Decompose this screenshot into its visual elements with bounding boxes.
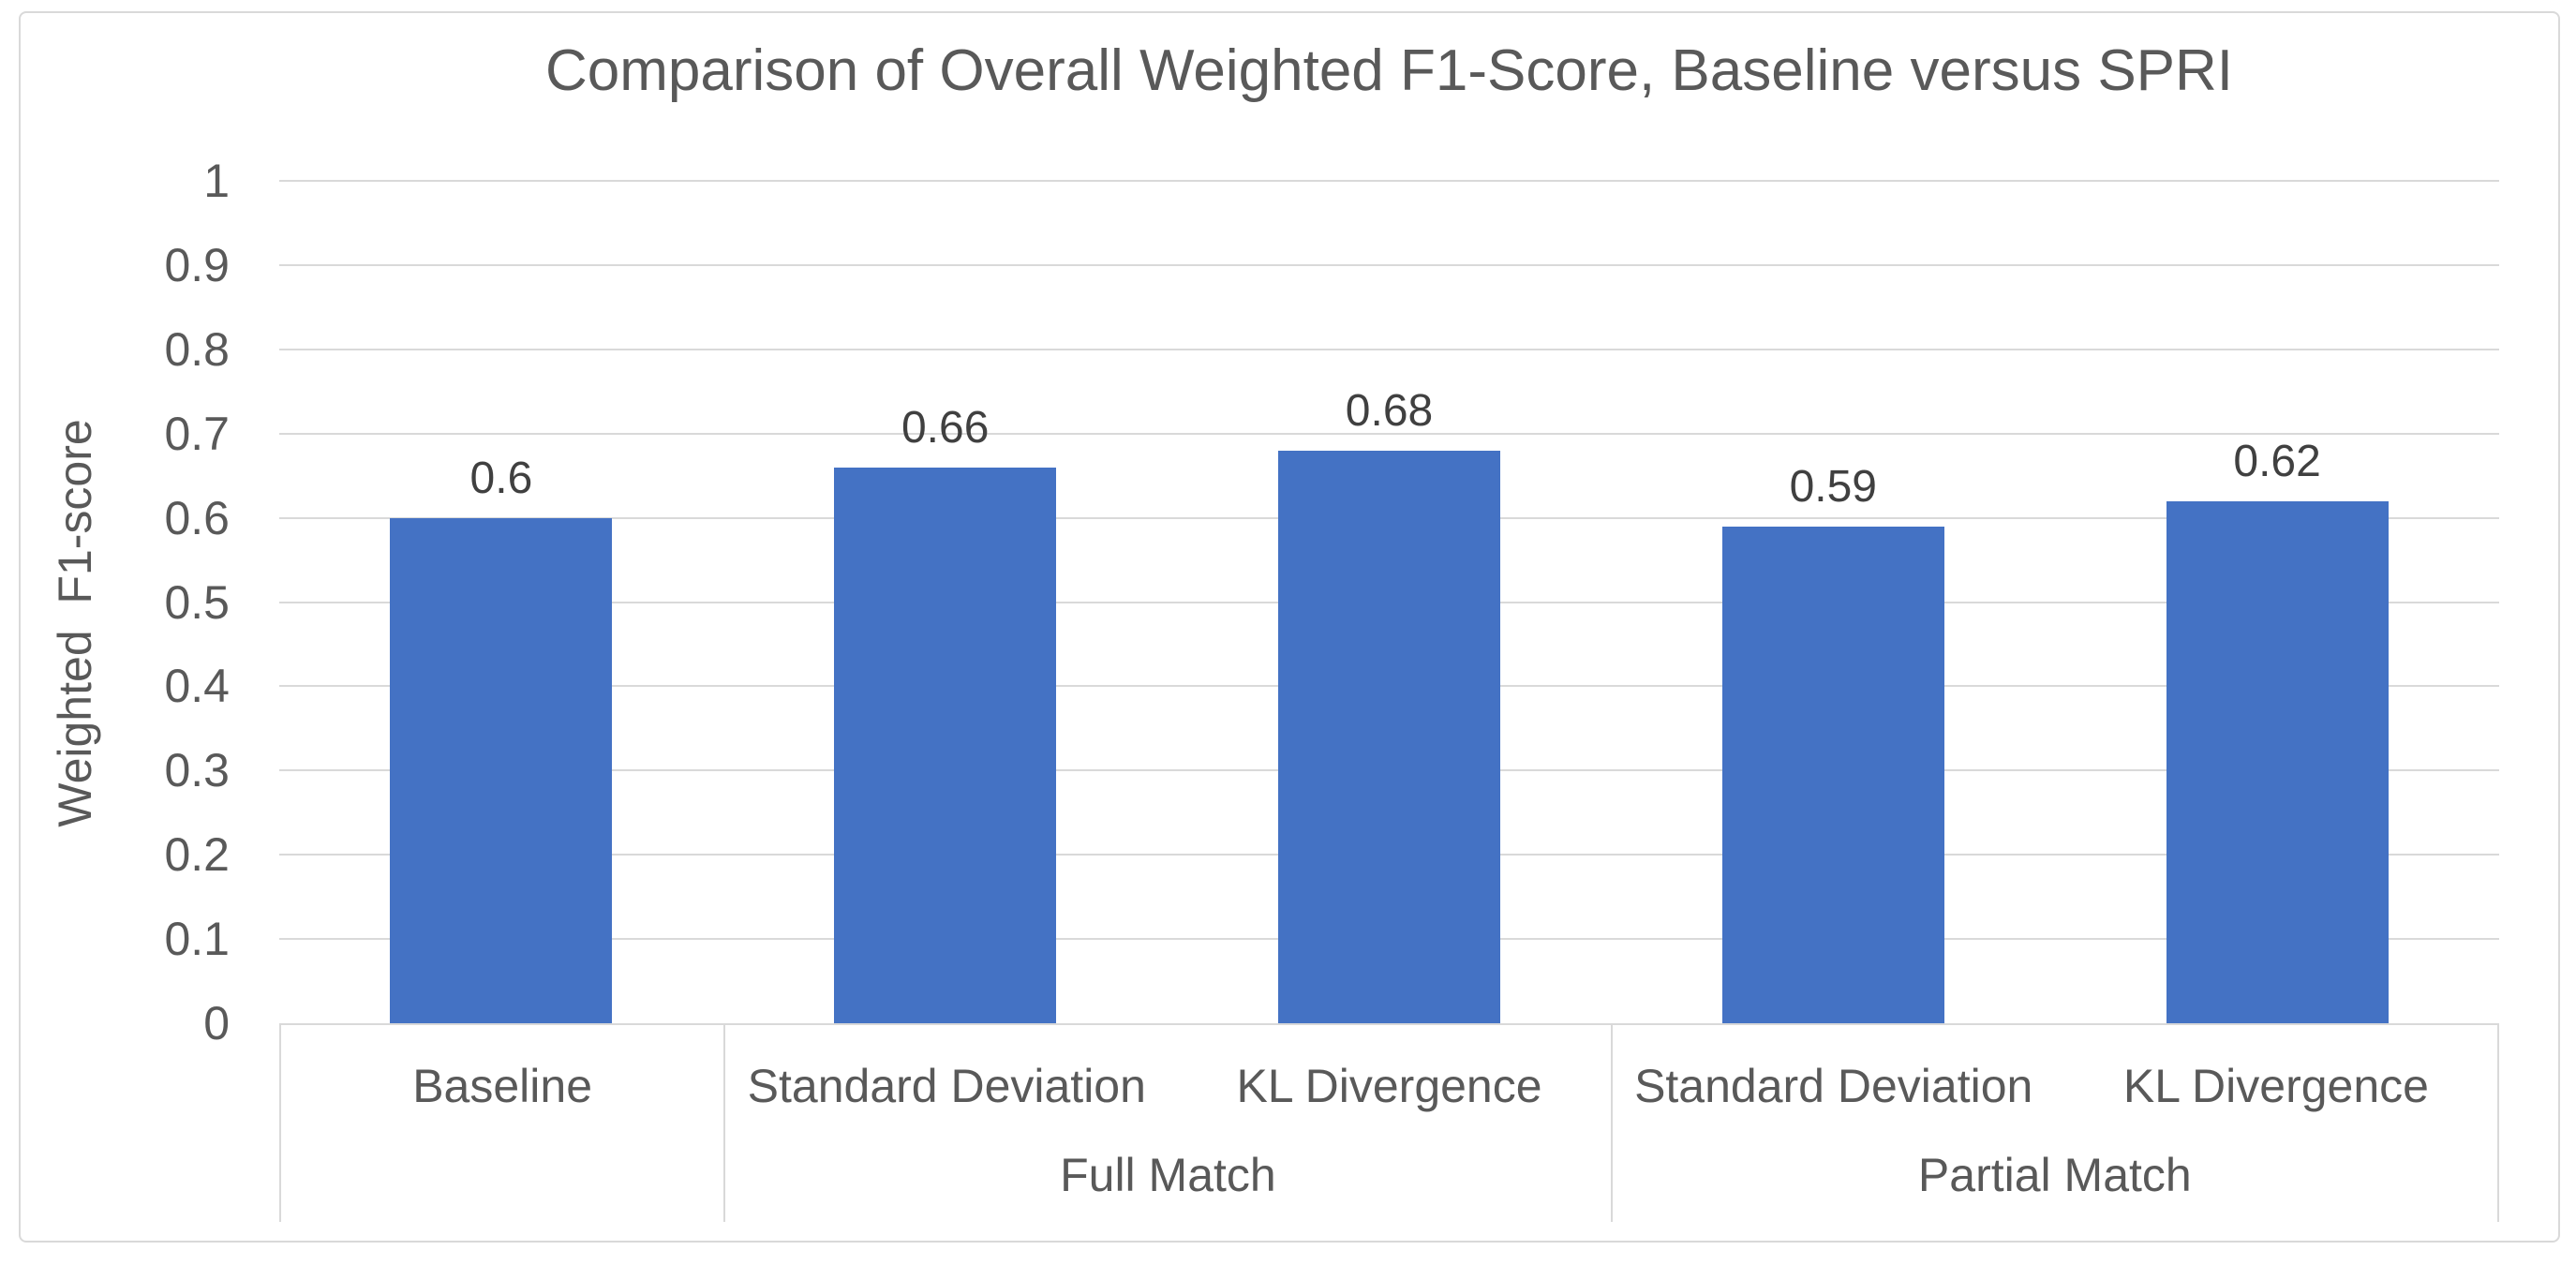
x-axis-category-band: Baseline Standard Deviation KL Divergence F… (279, 1023, 2500, 1222)
y-tick-label: 1 (203, 155, 230, 207)
bar (834, 467, 1057, 1023)
bar-value-label: 0.62 (2233, 436, 2321, 486)
bar (390, 517, 613, 1023)
y-tick-label: 0.1 (164, 913, 230, 966)
category-label: KL Divergence (1236, 1060, 1542, 1113)
y-tick-label: 0.8 (164, 322, 230, 376)
y-tick-label: 0.5 (164, 575, 230, 629)
gridline (279, 432, 2499, 435)
bar (2166, 500, 2389, 1023)
gridline (279, 263, 2499, 266)
plot-area: 0.6 0.66 0.68 0.59 0.62 (279, 180, 2499, 1023)
category-subrow: Standard Deviation KL Divergence (1613, 1025, 2497, 1148)
bar-value-label: 0.59 (1789, 461, 1877, 512)
category-group: Standard Deviation KL Divergence Full Matc… (725, 1025, 1613, 1222)
gridline (279, 180, 2499, 182)
bar-value-label: 0.66 (901, 402, 990, 453)
chart-title: Comparison of Overall Weighted F1-Score,… (544, 38, 2234, 103)
y-tick-label: 0.7 (164, 407, 230, 460)
category-label: Baseline (412, 1060, 592, 1113)
category-subrow: Baseline (281, 1025, 723, 1148)
bar (1721, 526, 1944, 1023)
y-tick-label: 0 (203, 997, 230, 1049)
category-group: Standard Deviation KL Divergence Partial M… (1613, 1025, 2500, 1222)
group-label: Partial Match (1917, 1148, 2192, 1201)
y-tick-label: 0.6 (164, 491, 230, 544)
category-subrow: Standard Deviation KL Divergence (725, 1025, 1610, 1148)
category-label: Standard Deviation (1634, 1060, 2033, 1113)
y-tick-label: 0.2 (164, 828, 230, 882)
y-tick-label: 0.9 (164, 238, 230, 291)
group-label: Full Match (1060, 1148, 1276, 1201)
y-tick-label: 0.4 (164, 660, 230, 713)
bar-value-label: 0.6 (469, 453, 533, 503)
gridline (279, 348, 2499, 350)
bar (1278, 450, 1500, 1023)
category-label: Standard Deviation (747, 1060, 1146, 1113)
group-label (281, 1148, 723, 1222)
category-label: KL Divergence (2122, 1060, 2429, 1113)
category-group: Baseline (279, 1025, 726, 1222)
bar-value-label: 0.68 (1345, 385, 1434, 436)
y-tick-label: 0.3 (164, 744, 230, 797)
